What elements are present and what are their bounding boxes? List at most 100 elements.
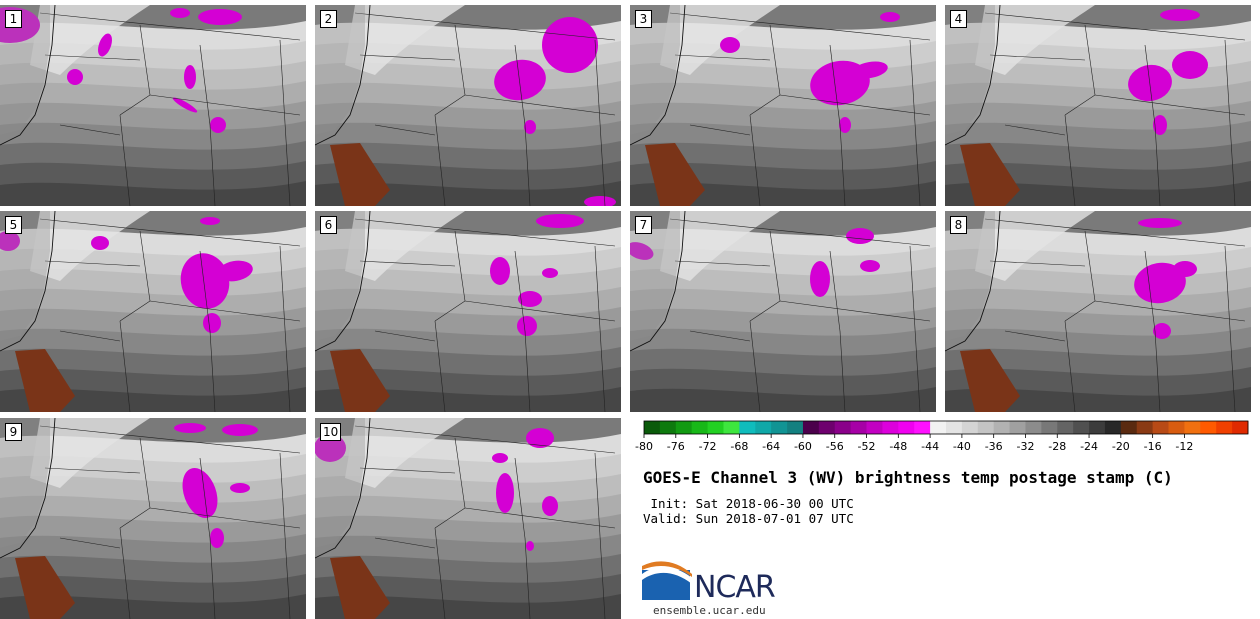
cold-cloud-region (810, 261, 830, 297)
state-boundary (514, 250, 526, 332)
cold-cloud-region (198, 9, 242, 25)
figure-title: GOES-E Channel 3 (WV) brightness temp po… (643, 468, 1173, 487)
ocean-area (315, 418, 365, 548)
cold-cloud-region (630, 242, 654, 260)
state-boundary (1094, 300, 1246, 322)
cold-cloud-region (174, 423, 206, 433)
state-boundary (829, 44, 841, 126)
state-boundary (279, 452, 291, 619)
brightness-band (0, 387, 306, 412)
map-image (315, 418, 621, 619)
colorbar-tick-label: -80 (635, 440, 653, 453)
panel-number: 1 (5, 10, 22, 28)
map-image (315, 5, 621, 206)
brightness-band (0, 594, 306, 619)
state-boundary (279, 245, 291, 412)
cold-cloud-region (1153, 115, 1167, 135)
state-boundary (689, 330, 751, 342)
cold-cloud-region (91, 236, 109, 250)
panel-number: 8 (950, 216, 967, 234)
state-boundary (359, 467, 456, 474)
colorbar-cell (802, 421, 820, 434)
stamp-panel-9: 9 (0, 418, 306, 619)
cold-cloud-region (217, 260, 253, 282)
colorbar-tick-label: -64 (762, 440, 780, 453)
cold-cloud-region (852, 61, 888, 79)
brightness-band (660, 5, 780, 75)
state-boundary (514, 44, 526, 126)
colorbar-cell (882, 421, 899, 434)
brightness-band (345, 418, 465, 488)
colorbar-cells (643, 420, 1249, 435)
map-image (0, 418, 306, 619)
cold-cloud-region (542, 496, 558, 516)
state-boundary (464, 94, 616, 116)
colorbar-cell (739, 421, 756, 434)
cold-cloud-region (1160, 9, 1200, 21)
state-boundary (749, 320, 761, 412)
colorbar-tick-label: -52 (858, 440, 876, 453)
colorbar-cell (1073, 421, 1090, 434)
cold-cloud-region (494, 59, 546, 101)
state-boundary (524, 124, 531, 206)
colorbar-cell (946, 421, 963, 434)
map-image (315, 211, 621, 412)
stamp-panel-1: 1 (0, 5, 306, 206)
state-boundary (989, 54, 1086, 61)
warm-region (330, 143, 390, 206)
state-boundary (39, 12, 301, 41)
state-boundary (1154, 124, 1161, 206)
state-boundary (149, 300, 301, 322)
cold-cloud-region (315, 434, 346, 462)
colorbar-cell (1200, 421, 1217, 434)
state-boundary (984, 12, 1246, 41)
panel-number: 5 (5, 216, 22, 234)
stamp-panel-2: 2 (315, 5, 621, 206)
stamp-panel-3: 3 (630, 5, 936, 206)
state-boundary (1094, 94, 1246, 116)
ocean-area (0, 211, 50, 341)
stamp-panel-10: 10 (315, 418, 621, 619)
colorbar-cell (755, 421, 772, 434)
stamp-panel-6: 6 (315, 211, 621, 412)
state-boundary (434, 320, 446, 412)
state-boundary (669, 12, 931, 41)
state-boundary (1224, 245, 1236, 412)
cold-cloud-region (210, 117, 226, 133)
colorbar-cell (977, 421, 995, 434)
colorbar-cell (993, 421, 1010, 434)
cold-cloud-region (172, 97, 198, 113)
state-boundary (209, 330, 216, 412)
stamp-panel-7: 7 (630, 211, 936, 412)
colorbar-tick-label: -32 (1016, 440, 1034, 453)
state-boundary (119, 114, 131, 206)
colorbar-tick-label: -56 (826, 440, 844, 453)
colorbar-cell (866, 421, 883, 434)
colorbar-tick-label: -28 (1048, 440, 1066, 453)
cold-cloud-region (526, 428, 554, 448)
state-boundary (909, 39, 921, 206)
state-boundary (119, 320, 131, 412)
colorbar-tick-label: -68 (730, 440, 748, 453)
brightness-band (315, 594, 621, 619)
colorbar-cell (1089, 421, 1106, 434)
cold-cloud-region (536, 214, 584, 228)
state-boundary (374, 124, 436, 136)
cold-cloud-region (182, 467, 218, 519)
state-boundary (1064, 320, 1076, 412)
cold-cloud-region (492, 453, 508, 463)
colorbar-cell (707, 421, 724, 434)
cold-cloud-region (222, 424, 258, 436)
state-boundary (779, 300, 931, 322)
state-boundary (1224, 39, 1236, 206)
warm-region (15, 349, 75, 412)
cold-cloud-region (180, 253, 230, 309)
state-boundary (39, 218, 301, 247)
state-boundary (1004, 330, 1066, 342)
cold-cloud-region (496, 473, 514, 513)
colorbar-cell (723, 421, 740, 434)
state-boundary (1004, 124, 1066, 136)
state-boundary (1154, 330, 1161, 412)
panel-number: 9 (5, 423, 22, 441)
map-image (630, 5, 936, 206)
